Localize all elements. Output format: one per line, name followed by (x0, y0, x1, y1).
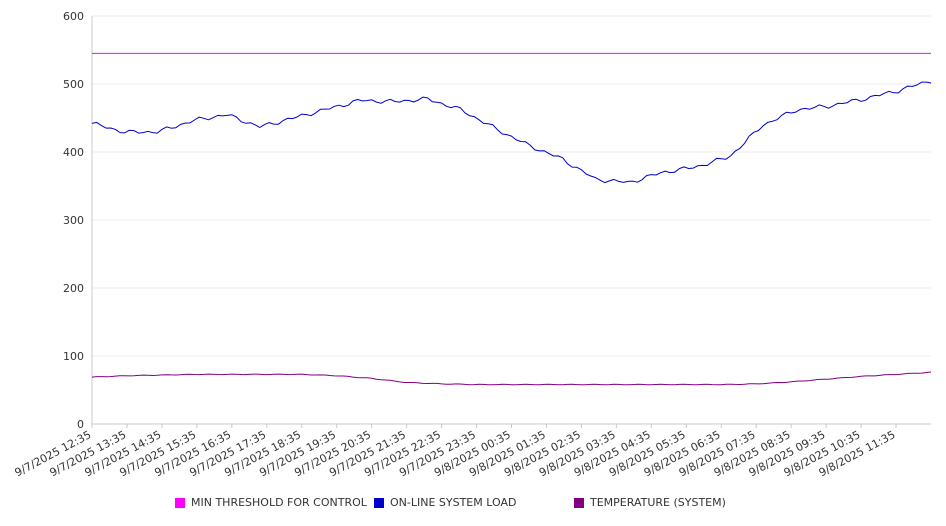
legend-swatch-system-load (374, 497, 384, 508)
legend-item-threshold[interactable]: MIN THRESHOLD FOR CONTROL (175, 496, 367, 509)
y-tick-label: 600 (63, 10, 84, 23)
y-tick-label: 0 (77, 418, 84, 431)
legend-label-system-load: ON-LINE SYSTEM LOAD (390, 496, 517, 509)
series-line-temperature-system (91, 371, 932, 386)
legend-swatch-threshold (175, 497, 185, 508)
legend-item-system-load[interactable]: ON-LINE SYSTEM LOAD (374, 496, 516, 509)
legend-item-temperature[interactable]: TEMPERATURE (SYSTEM) (574, 496, 726, 509)
series-line-on-line-system-load (91, 81, 932, 184)
legend-label-temperature: TEMPERATURE (SYSTEM) (590, 496, 726, 509)
legend-label-threshold: MIN THRESHOLD FOR CONTROL (191, 496, 367, 509)
y-tick-label: 200 (63, 282, 84, 295)
y-tick-label: 300 (63, 214, 84, 227)
legend-swatch-temperature (574, 497, 584, 508)
y-tick-label: 500 (63, 78, 84, 91)
legend: MIN THRESHOLD FOR CONTROL ON-LINE SYSTEM… (0, 496, 946, 516)
y-tick-label: 400 (63, 146, 84, 159)
y-tick-label: 100 (63, 350, 84, 363)
